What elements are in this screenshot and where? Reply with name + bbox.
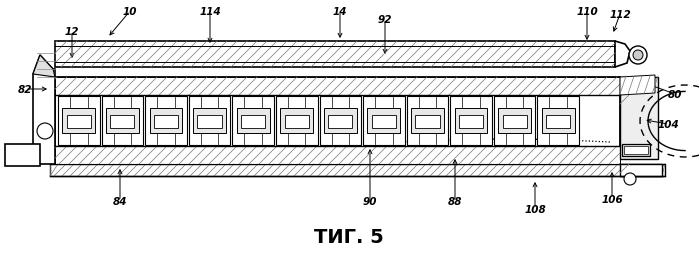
Bar xyxy=(411,108,444,134)
Text: 108: 108 xyxy=(524,204,546,214)
Bar xyxy=(450,97,492,146)
Bar xyxy=(493,97,535,146)
Bar xyxy=(55,42,615,68)
Bar xyxy=(58,97,99,146)
Bar xyxy=(106,108,139,134)
Bar xyxy=(145,97,187,146)
Text: 114: 114 xyxy=(199,7,221,17)
Bar xyxy=(284,116,309,129)
Circle shape xyxy=(624,173,636,185)
Bar xyxy=(55,78,620,96)
Bar xyxy=(622,145,650,156)
Circle shape xyxy=(633,51,643,61)
Text: 112: 112 xyxy=(609,10,631,20)
Bar xyxy=(101,97,143,146)
Bar xyxy=(189,97,231,146)
Bar xyxy=(55,78,620,164)
Text: 82: 82 xyxy=(17,85,32,95)
Text: ΤИГ. 5: ΤИГ. 5 xyxy=(314,228,384,247)
Bar xyxy=(50,164,665,176)
Bar xyxy=(415,116,440,129)
Bar xyxy=(454,108,487,134)
Bar xyxy=(280,108,313,134)
Polygon shape xyxy=(615,42,630,68)
Bar xyxy=(324,108,356,134)
Bar xyxy=(329,116,352,129)
Text: 88: 88 xyxy=(448,196,462,206)
Bar xyxy=(503,116,527,129)
Bar xyxy=(620,78,658,159)
Bar xyxy=(498,108,531,134)
Bar xyxy=(276,97,317,146)
Polygon shape xyxy=(620,76,655,96)
Circle shape xyxy=(629,47,647,65)
Bar xyxy=(150,108,182,134)
Text: 10: 10 xyxy=(123,7,137,17)
Bar xyxy=(232,97,274,146)
Bar xyxy=(193,108,226,134)
Text: 110: 110 xyxy=(576,7,598,17)
Bar xyxy=(363,97,405,146)
Polygon shape xyxy=(33,56,55,164)
Bar xyxy=(546,116,570,129)
Bar xyxy=(110,116,134,129)
Text: 14: 14 xyxy=(333,7,347,17)
Bar xyxy=(459,116,483,129)
Text: 104: 104 xyxy=(657,120,679,130)
Bar xyxy=(407,97,448,146)
Bar xyxy=(241,116,265,129)
Bar xyxy=(55,146,620,164)
Bar xyxy=(624,146,648,154)
Bar xyxy=(66,116,91,129)
Bar xyxy=(5,145,40,166)
Polygon shape xyxy=(33,56,55,78)
Bar xyxy=(372,116,396,129)
Text: 106: 106 xyxy=(601,194,623,204)
Circle shape xyxy=(37,123,53,139)
Bar xyxy=(368,108,401,134)
Bar xyxy=(319,97,361,146)
Bar xyxy=(154,116,178,129)
Bar xyxy=(62,108,95,134)
Bar xyxy=(542,108,575,134)
Text: 92: 92 xyxy=(377,15,392,25)
Text: 12: 12 xyxy=(65,27,79,37)
Text: 90: 90 xyxy=(363,196,377,206)
Bar xyxy=(237,108,270,134)
Bar xyxy=(197,116,222,129)
Bar xyxy=(620,164,662,176)
Bar xyxy=(538,97,579,146)
Text: 80: 80 xyxy=(668,90,682,100)
Text: 84: 84 xyxy=(113,196,127,206)
